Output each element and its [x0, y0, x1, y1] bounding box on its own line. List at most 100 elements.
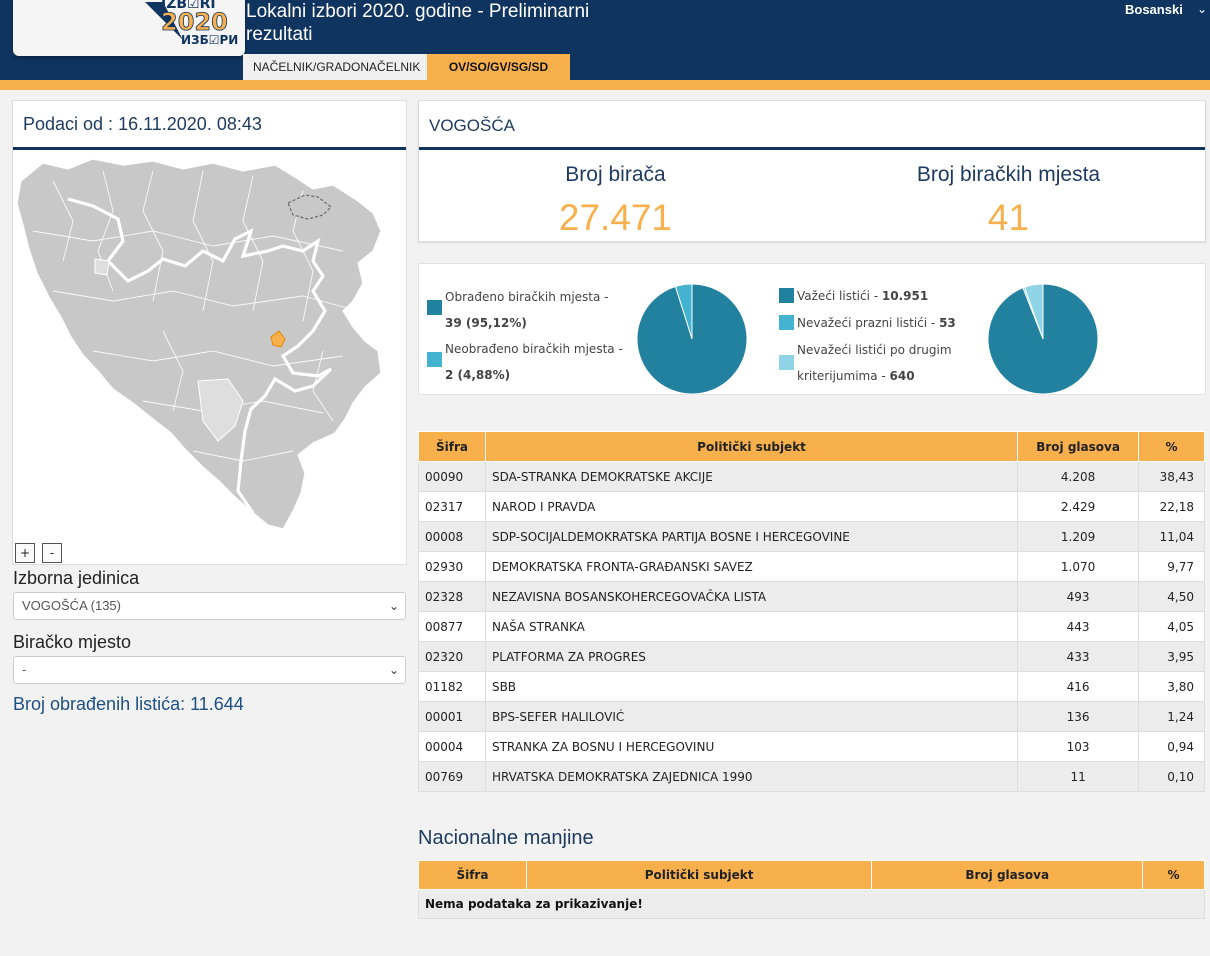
cell-party: SDP-SOCIJALDEMOKRATSKA PARTIJA BOSNE I H… — [484, 521, 1019, 552]
stations-value: 41 — [987, 197, 1030, 238]
tab-council[interactable]: OV/SO/GV/SG/SD — [427, 54, 570, 80]
table-row: 00769 HRVATSKA DEMOKRATSKA ZAJEDNICA 1990… — [418, 761, 1205, 792]
legend-swatch — [779, 315, 794, 330]
processed-ballots: Broj obrađenih listića: 11.644 — [13, 694, 244, 714]
logo-top-text: IZB☑RI — [161, 0, 216, 12]
pie-slice[interactable] — [987, 283, 1099, 395]
cell-votes: 493 — [1017, 581, 1139, 612]
cell-pct: 0,94 — [1138, 731, 1205, 762]
cell-party: SBB — [484, 671, 1019, 702]
bih-map[interactable] — [13, 151, 406, 541]
logo-year-text: 2020 — [161, 8, 228, 36]
col-header-pct[interactable]: % — [1138, 431, 1205, 462]
logo-box[interactable]: IZB☑RI 2020 ИЗБ☑РИ — [13, 0, 245, 56]
cell-votes: 4.208 — [1017, 461, 1139, 492]
stations-label: Broj biračkih mjesta — [916, 163, 1101, 186]
header-stripe — [0, 80, 1210, 90]
cell-party: NAROD I PRAVDA — [484, 491, 1019, 522]
cell-code: 01182 — [418, 671, 486, 702]
municipality-borders — [32, 170, 359, 462]
stations-pie-chart[interactable] — [636, 283, 748, 395]
results-body: 00090 SDA-STRANKA DEMOKRATSKE AKCIJE 4.208… — [418, 461, 1205, 792]
legend-text: Važeći listići - — [797, 289, 882, 303]
language-selector[interactable]: Bosanski — [1125, 2, 1183, 17]
station-select-value: - — [22, 662, 27, 677]
zoom-out-button[interactable]: - — [42, 543, 62, 563]
legend-value: 39 (95,12%) — [445, 316, 527, 330]
table-row: 02320 PLATFORMA ZA PROGRES 433 3,95 — [418, 641, 1205, 672]
col-header-party[interactable]: Politički subjekt — [525, 860, 873, 890]
cell-votes: 2.429 — [1017, 491, 1139, 522]
cell-votes: 11 — [1017, 761, 1139, 792]
tab-mayor[interactable]: NAČELNIK/GRADONAČELNIK — [243, 54, 431, 80]
app-header: IZB☑RI 2020 ИЗБ☑РИ Lokalni izbori 2020. … — [0, 0, 1210, 80]
col-header-code[interactable]: Šifra — [418, 431, 486, 462]
chevron-down-icon[interactable]: ⌄ — [1197, 2, 1208, 16]
ballots-pie-chart[interactable] — [987, 283, 1099, 395]
cell-party: SDA-STRANKA DEMOKRATSKE AKCIJE — [484, 461, 1019, 492]
pie-slice[interactable] — [636, 283, 748, 395]
col-header-code[interactable]: Šifra — [418, 860, 527, 890]
cell-code: 02317 — [418, 491, 486, 522]
table-row: 01182 SBB 416 3,80 — [418, 671, 1205, 702]
minorities-title: Nacionalne manjine — [418, 827, 594, 849]
cell-pct: 3,80 — [1138, 671, 1205, 702]
cell-pct: 22,18 — [1138, 491, 1205, 522]
map-svg[interactable] — [13, 151, 406, 541]
legend-unprocessed: Neobrađeno biračkih mjesta - 2 (4,88%) — [445, 336, 625, 388]
legend-value: 10.951 — [881, 289, 929, 303]
col-header-votes[interactable]: Broj glasova — [1017, 431, 1139, 462]
map-panel: Podaci od : 16.11.2020. 08:43 — [12, 100, 407, 565]
legend-text: Neobrađeno biračkih mjesta - — [445, 342, 623, 356]
cell-pct: 4,05 — [1138, 611, 1205, 642]
unit-select[interactable]: VOGOŠĆA (135) ⌄ — [13, 592, 406, 620]
cell-party: STRANKA ZA BOSNU I HERCEGOVINU — [484, 731, 1019, 762]
divider — [419, 147, 1205, 150]
page-title-line2: rezultati — [246, 24, 313, 45]
station-label: Biračko mjesto — [13, 632, 132, 652]
cell-code: 02328 — [418, 581, 486, 612]
voters-label: Broj birača — [565, 163, 666, 186]
selected-municipality-vogosca[interactable] — [270, 330, 286, 348]
legend-value: 2 (4,88%) — [445, 368, 511, 382]
cell-votes: 1.209 — [1017, 521, 1139, 552]
table-header-row: Šifra Politički subjekt Broj glasova % — [418, 860, 1205, 890]
table-row: 00877 NAŠA STRANKA 443 4,05 — [418, 611, 1205, 642]
table-row: 00004 STRANKA ZA BOSNU I HERCEGOVINU 103 0,… — [418, 731, 1205, 762]
legend-swatch — [427, 352, 442, 367]
cell-party: DEMOKRATSKA FRONTA-GRAĐANSKI SAVEZ — [484, 551, 1019, 582]
table-row: 00090 SDA-STRANKA DEMOKRATSKE AKCIJE 4.208… — [418, 461, 1205, 492]
cell-party: BPS-SEFER HALILOVIĆ — [484, 701, 1019, 732]
chevron-down-icon: ⌄ — [388, 663, 399, 677]
legend-swatch — [779, 288, 794, 303]
table-row: Nema podataka za prikazivanje! — [418, 889, 1205, 919]
voters-value: 27.471 — [558, 197, 673, 238]
col-header-votes[interactable]: Broj glasova — [871, 860, 1144, 890]
cell-code: 00877 — [418, 611, 486, 642]
lighter-region-west[interactable] — [94, 258, 110, 276]
cell-code: 00004 — [418, 731, 486, 762]
station-select[interactable]: - ⌄ — [13, 656, 406, 684]
legend-swatch — [779, 355, 794, 370]
pie-card: Obrađeno biračkih mjesta - 39 (95,12%) N… — [418, 263, 1206, 395]
country-shape[interactable] — [16, 158, 382, 530]
unit-label: Izborna jedinica — [13, 568, 140, 588]
page-title: Lokalni izbori 2020. godine - Preliminar… — [246, 0, 666, 46]
cell-pct: 38,43 — [1138, 461, 1205, 492]
izbori-logo-icon: IZB☑RI 2020 ИЗБ☑РИ — [145, 0, 238, 47]
cell-party: NAŠA STRANKA — [484, 611, 1019, 642]
brcko-district[interactable] — [287, 194, 332, 220]
zoom-in-button[interactable]: + — [15, 543, 35, 563]
legend-text: Nevažeći listići po drugim kriterijumima… — [797, 343, 952, 383]
col-header-pct[interactable]: % — [1142, 860, 1205, 890]
legend-valid: Važeći listići - 10.951 — [797, 283, 987, 309]
legend-blank: Nevažeći prazni listići - 53 — [797, 310, 987, 336]
lighter-region[interactable] — [197, 378, 244, 442]
cell-votes: 103 — [1017, 731, 1139, 762]
col-header-party[interactable]: Politički subjekt — [484, 431, 1019, 462]
data-timestamp: Podaci od : 16.11.2020. 08:43 — [23, 114, 262, 134]
table-row: 00008 SDP-SOCIJALDEMOKRATSKA PARTIJA BOSN… — [418, 521, 1205, 552]
cell-votes: 443 — [1017, 611, 1139, 642]
cell-code: 02320 — [418, 641, 486, 672]
municipality-name: VOGOŠĆA — [429, 116, 515, 135]
